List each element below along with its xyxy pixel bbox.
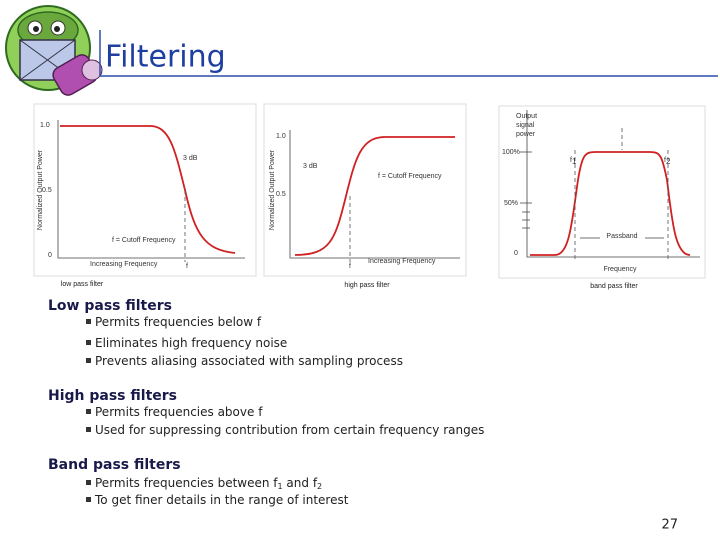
y-axis-label: Normalized Output Power bbox=[269, 149, 276, 230]
bullet-text: Eliminates high frequency noise bbox=[95, 336, 287, 350]
bullet-part: To get finer details in the range of int… bbox=[94, 493, 349, 507]
label: f bbox=[186, 263, 188, 270]
label: Output bbox=[516, 113, 537, 120]
label: 3 dB bbox=[183, 155, 198, 162]
bullet-marker bbox=[86, 340, 91, 345]
bullet-part: Permits frequencies below f bbox=[95, 315, 262, 329]
bullet-text: Permits frequencies above f bbox=[95, 405, 263, 419]
bullet-text: Permits frequencies between f1 and f2 bbox=[95, 476, 322, 491]
bullet-part: Permits frequencies between f bbox=[95, 476, 278, 490]
caption: band pass filter bbox=[590, 283, 638, 290]
y-axis-label: Normalized Output Power bbox=[37, 149, 44, 230]
label: 0 bbox=[48, 252, 52, 259]
label: 2 bbox=[666, 157, 671, 166]
label: signal bbox=[516, 122, 535, 129]
bullet-marker bbox=[86, 427, 91, 432]
label: 1 bbox=[572, 157, 577, 166]
label: 50% bbox=[504, 200, 518, 207]
caption: low pass filter bbox=[61, 281, 104, 288]
bullet-text: Prevents aliasing associated with sampli… bbox=[95, 354, 403, 368]
label: 1.0 bbox=[40, 122, 50, 129]
page-number: 27 bbox=[661, 518, 678, 533]
bullet-part: Permits frequencies above f bbox=[95, 405, 263, 419]
caption: high pass filter bbox=[344, 282, 390, 289]
icon bbox=[5, 5, 103, 96]
bullet-part: Used for suppressing contribution from c… bbox=[95, 423, 484, 437]
section-heading: High pass filters bbox=[48, 388, 177, 404]
bullet-part: 1 bbox=[278, 482, 283, 491]
label: power bbox=[516, 131, 536, 138]
high-pass-figure: 1.0 0.5 3 dB f = Cutoff Frequency Increa… bbox=[263, 103, 467, 289]
label: f = Cutoff Frequency bbox=[112, 237, 176, 244]
label: Passband bbox=[606, 233, 637, 240]
bullet-part: Prevents aliasing associated with sampli… bbox=[95, 354, 403, 368]
label: f = Cutoff Frequency bbox=[378, 173, 442, 180]
bullet-part: 2 bbox=[317, 482, 322, 491]
label: 0 bbox=[514, 250, 518, 257]
bullet-marker bbox=[86, 319, 91, 324]
bullet-marker bbox=[86, 409, 91, 414]
label: Frequency bbox=[603, 266, 637, 273]
band-pass-figure: Output signal power 100% 50% 0 Passband … bbox=[498, 105, 706, 290]
section-heading: Band pass filters bbox=[48, 457, 181, 473]
label: 1.0 bbox=[276, 133, 286, 140]
label: f bbox=[664, 157, 666, 164]
label: 3 dB bbox=[303, 163, 318, 170]
section-heading: Low pass filters bbox=[48, 298, 172, 314]
bullet-text: Permits frequencies below f bbox=[95, 315, 262, 329]
label: Increasing Frequency bbox=[368, 258, 436, 265]
slide-title: Filtering bbox=[105, 40, 226, 75]
label: Increasing Frequency bbox=[90, 261, 158, 268]
bullet-part: Eliminates high frequency noise bbox=[95, 336, 287, 350]
label: f bbox=[570, 157, 572, 164]
bullet-part: and f bbox=[283, 476, 318, 490]
label: f2 bbox=[664, 157, 671, 166]
label: 0.5 bbox=[42, 187, 52, 194]
bullet-text: Used for suppressing contribution from c… bbox=[95, 423, 484, 437]
bullet-text: To get finer details in the range of int… bbox=[94, 493, 349, 507]
bullet-marker bbox=[86, 497, 91, 502]
low-pass-figure: 1.0 3 dB 0.5 0 f = Cutoff Frequency Incr… bbox=[33, 103, 257, 288]
bullet-marker bbox=[86, 480, 91, 485]
bullet-marker bbox=[86, 358, 91, 363]
label: 0.5 bbox=[276, 191, 286, 198]
label: f1 bbox=[570, 157, 577, 166]
label: 100% bbox=[502, 149, 520, 156]
label: f bbox=[349, 263, 351, 270]
